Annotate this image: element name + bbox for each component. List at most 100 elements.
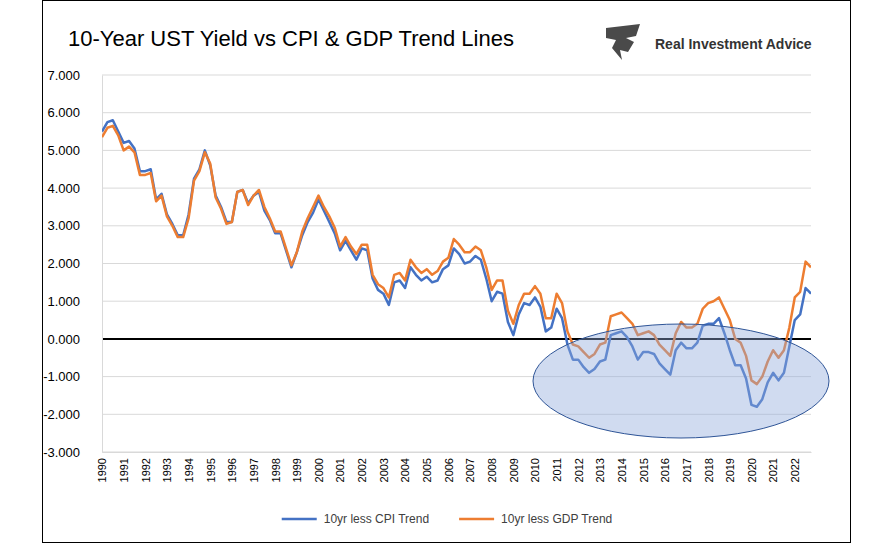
y-tick-label: 5.000 bbox=[47, 143, 80, 158]
x-tick-label: 2008 bbox=[486, 458, 498, 482]
x-tick-label: 2005 bbox=[421, 458, 433, 482]
x-tick-label: 2013 bbox=[594, 458, 606, 482]
y-tick-label: 0.000 bbox=[47, 332, 80, 347]
x-tick-label: 2002 bbox=[356, 458, 368, 482]
y-tick: -2.000 bbox=[43, 407, 102, 422]
y-axis: -3.000 -2.000 -1.000 0.000 1.000 2.000 3.000 4.… bbox=[43, 68, 102, 460]
y-tick: -1.000 bbox=[43, 369, 102, 384]
x-tick-label: 2014 bbox=[616, 458, 628, 482]
legend-label: 10yr less CPI Trend bbox=[324, 512, 429, 526]
x-tick-label: 2007 bbox=[464, 458, 476, 482]
x-tick-label: 2016 bbox=[659, 458, 671, 482]
x-tick: 2011 bbox=[551, 452, 563, 482]
x-tick: 1993 bbox=[161, 452, 173, 482]
logo-icon bbox=[606, 24, 640, 60]
x-tick-label: 2006 bbox=[443, 458, 455, 482]
x-tick-label: 1995 bbox=[205, 458, 217, 482]
x-tick: 1995 bbox=[205, 452, 217, 482]
x-tick-label: 1990 bbox=[96, 458, 108, 482]
x-tick: 2013 bbox=[594, 452, 606, 482]
y-tick: 7.000 bbox=[47, 68, 102, 83]
x-tick-label: 2018 bbox=[703, 458, 715, 482]
y-tick-label: 3.000 bbox=[47, 218, 80, 233]
x-tick: 2008 bbox=[486, 452, 498, 482]
x-tick: 2003 bbox=[378, 452, 390, 482]
x-tick: 1997 bbox=[248, 452, 260, 482]
x-tick: 1994 bbox=[183, 452, 195, 482]
y-tick-label: 6.000 bbox=[47, 105, 80, 120]
x-tick: 2001 bbox=[334, 452, 346, 482]
x-tick-label: 2003 bbox=[378, 458, 390, 482]
grid-line bbox=[102, 188, 811, 189]
x-tick-label: 2004 bbox=[399, 458, 411, 482]
y-tick: -3.000 bbox=[43, 445, 102, 460]
x-tick-label: 2022 bbox=[789, 458, 801, 482]
highlight-ellipse bbox=[533, 324, 829, 438]
y-axis-line bbox=[102, 76, 103, 453]
x-tick: 2006 bbox=[443, 452, 455, 482]
x-tick-label: 1993 bbox=[161, 458, 173, 482]
x-tick: 2000 bbox=[313, 452, 325, 482]
x-tick-label: 2011 bbox=[551, 458, 563, 482]
y-tick-label: 2.000 bbox=[47, 256, 80, 271]
x-tick: 1998 bbox=[270, 452, 282, 482]
x-tick-label: 2020 bbox=[746, 458, 758, 482]
x-tick: 2007 bbox=[464, 452, 476, 482]
x-tick-label: 1994 bbox=[183, 458, 195, 482]
x-tick-label: 1998 bbox=[270, 458, 282, 482]
x-tick: 2009 bbox=[508, 452, 520, 482]
x-axis-line bbox=[103, 452, 812, 453]
x-tick: 2004 bbox=[399, 452, 411, 482]
x-tick: 2018 bbox=[703, 452, 715, 482]
x-tick: 1990 bbox=[96, 452, 108, 482]
y-tick-label: -1.000 bbox=[43, 369, 80, 384]
x-tick: 2022 bbox=[789, 452, 801, 482]
legend-item: 10yr less CPI Trend bbox=[282, 512, 429, 526]
x-tick-label: 1991 bbox=[118, 458, 130, 482]
legend-swatch bbox=[282, 518, 317, 521]
x-tick-label: 2019 bbox=[724, 458, 736, 482]
x-tick-label: 2010 bbox=[529, 458, 541, 482]
x-tick: 2012 bbox=[573, 452, 585, 482]
grid-line bbox=[102, 112, 811, 113]
x-tick: 2002 bbox=[356, 452, 368, 482]
y-tick-label: -3.000 bbox=[43, 445, 80, 460]
x-tick: 2010 bbox=[529, 452, 541, 482]
x-tick-label: 2017 bbox=[681, 458, 693, 482]
chart-frame bbox=[43, 1, 851, 543]
x-tick: 1999 bbox=[291, 452, 303, 482]
x-tick-label: 2012 bbox=[573, 458, 585, 482]
legend-label: 10yr less GDP Trend bbox=[501, 512, 612, 526]
y-tick: 2.000 bbox=[47, 256, 102, 271]
y-tick: 4.000 bbox=[47, 181, 102, 196]
legend-swatch bbox=[459, 518, 494, 521]
grid-line bbox=[102, 263, 811, 264]
x-tick-label: 2000 bbox=[313, 458, 325, 482]
x-tick: 2005 bbox=[421, 452, 433, 482]
x-tick-label: 1996 bbox=[226, 458, 238, 482]
legend: 10yr less CPI Trend 10yr less GDP Trend bbox=[282, 512, 613, 526]
x-tick-label: 2009 bbox=[508, 458, 520, 482]
y-tick-label: -2.000 bbox=[43, 407, 80, 422]
chart: 10-Year UST Yield vs CPI & GDP Trend Lin… bbox=[0, 0, 894, 557]
grid-line bbox=[102, 150, 811, 151]
grid-line bbox=[102, 75, 811, 76]
title: 10-Year UST Yield vs CPI & GDP Trend Lin… bbox=[68, 26, 514, 51]
x-tick: 1991 bbox=[118, 452, 130, 482]
y-tick-label: 4.000 bbox=[47, 181, 80, 196]
x-tick: 2020 bbox=[746, 452, 758, 482]
grid-line bbox=[102, 301, 811, 302]
x-tick: 1996 bbox=[226, 452, 238, 482]
logo-text: Real Investment Advice bbox=[655, 36, 812, 52]
x-tick: 2017 bbox=[681, 452, 693, 482]
x-tick: 2015 bbox=[638, 452, 650, 482]
x-tick-label: 1999 bbox=[291, 458, 303, 482]
x-tick: 2021 bbox=[767, 452, 779, 482]
grid-line bbox=[102, 225, 811, 226]
x-tick-label: 1992 bbox=[140, 458, 152, 482]
y-tick: 1.000 bbox=[47, 294, 102, 309]
x-tick: 2014 bbox=[616, 452, 628, 482]
x-tick: 2016 bbox=[659, 452, 671, 482]
y-tick: 6.000 bbox=[47, 105, 102, 120]
y-tick-label: 1.000 bbox=[47, 294, 80, 309]
